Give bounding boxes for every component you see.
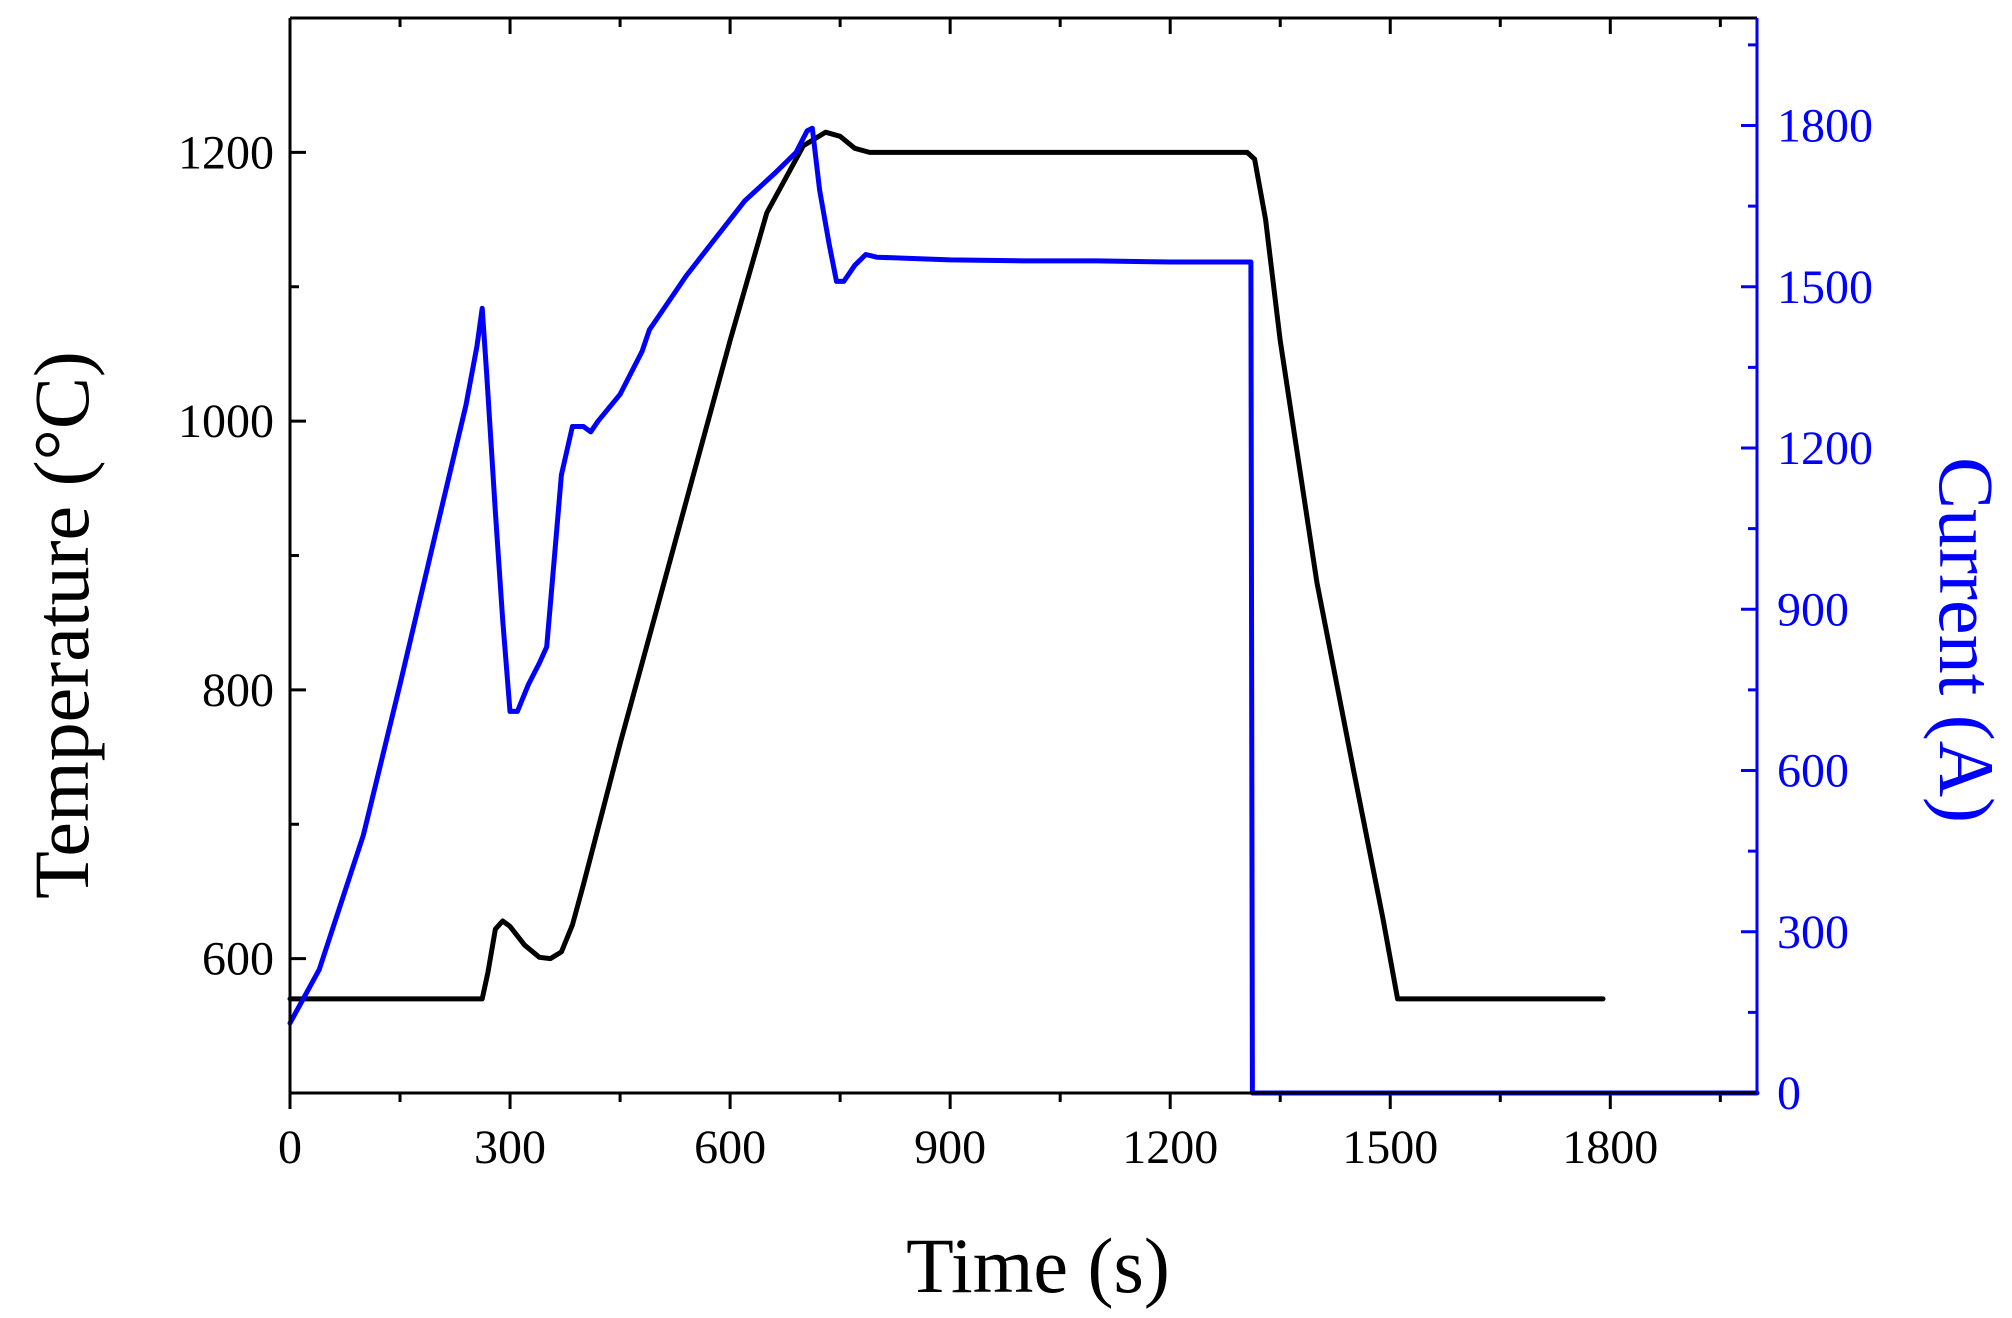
- series: [287, 125, 1760, 1096]
- y-left-tick-label: 800: [202, 664, 274, 717]
- y-left-tick-label: 1000: [178, 395, 274, 448]
- x-axis-title: Time (s): [906, 1222, 1170, 1309]
- x-tick-label: 600: [694, 1121, 766, 1174]
- y-left-tick-label: 1200: [178, 126, 274, 179]
- y-right-tick-label: 900: [1777, 583, 1849, 636]
- y-right-tick-label: 1800: [1777, 100, 1873, 153]
- y-right-tick-label: 0: [1777, 1067, 1801, 1120]
- x-tick-label: 300: [474, 1121, 546, 1174]
- x-tick-label: 900: [914, 1121, 986, 1174]
- x-tick-label: 1800: [1562, 1121, 1658, 1174]
- x-tick-label: 1500: [1342, 1121, 1438, 1174]
- x-tick-label: 0: [278, 1121, 302, 1174]
- y-right-tick-label: 600: [1777, 745, 1849, 798]
- y-left-tick-label: 600: [202, 933, 274, 986]
- y-right-tick-label: 1200: [1777, 422, 1873, 475]
- y-right-tick-label: 300: [1777, 906, 1849, 959]
- x-tick-label: 1200: [1122, 1121, 1218, 1174]
- temperature-series-line: [287, 129, 1606, 1002]
- y-right-tick-label: 1500: [1777, 261, 1873, 314]
- y-axis-left-title: Temperature (°C): [18, 351, 105, 899]
- axes: [288, 16, 1759, 1095]
- y-axis-right-title: Current (A): [1923, 457, 2010, 823]
- ticks: [288, 16, 1757, 1109]
- tick-labels: 0 300 600 900 1200 1500 1800 600 800 1000 1200 0 300…: [178, 100, 1873, 1175]
- current-series-line: [287, 125, 1760, 1096]
